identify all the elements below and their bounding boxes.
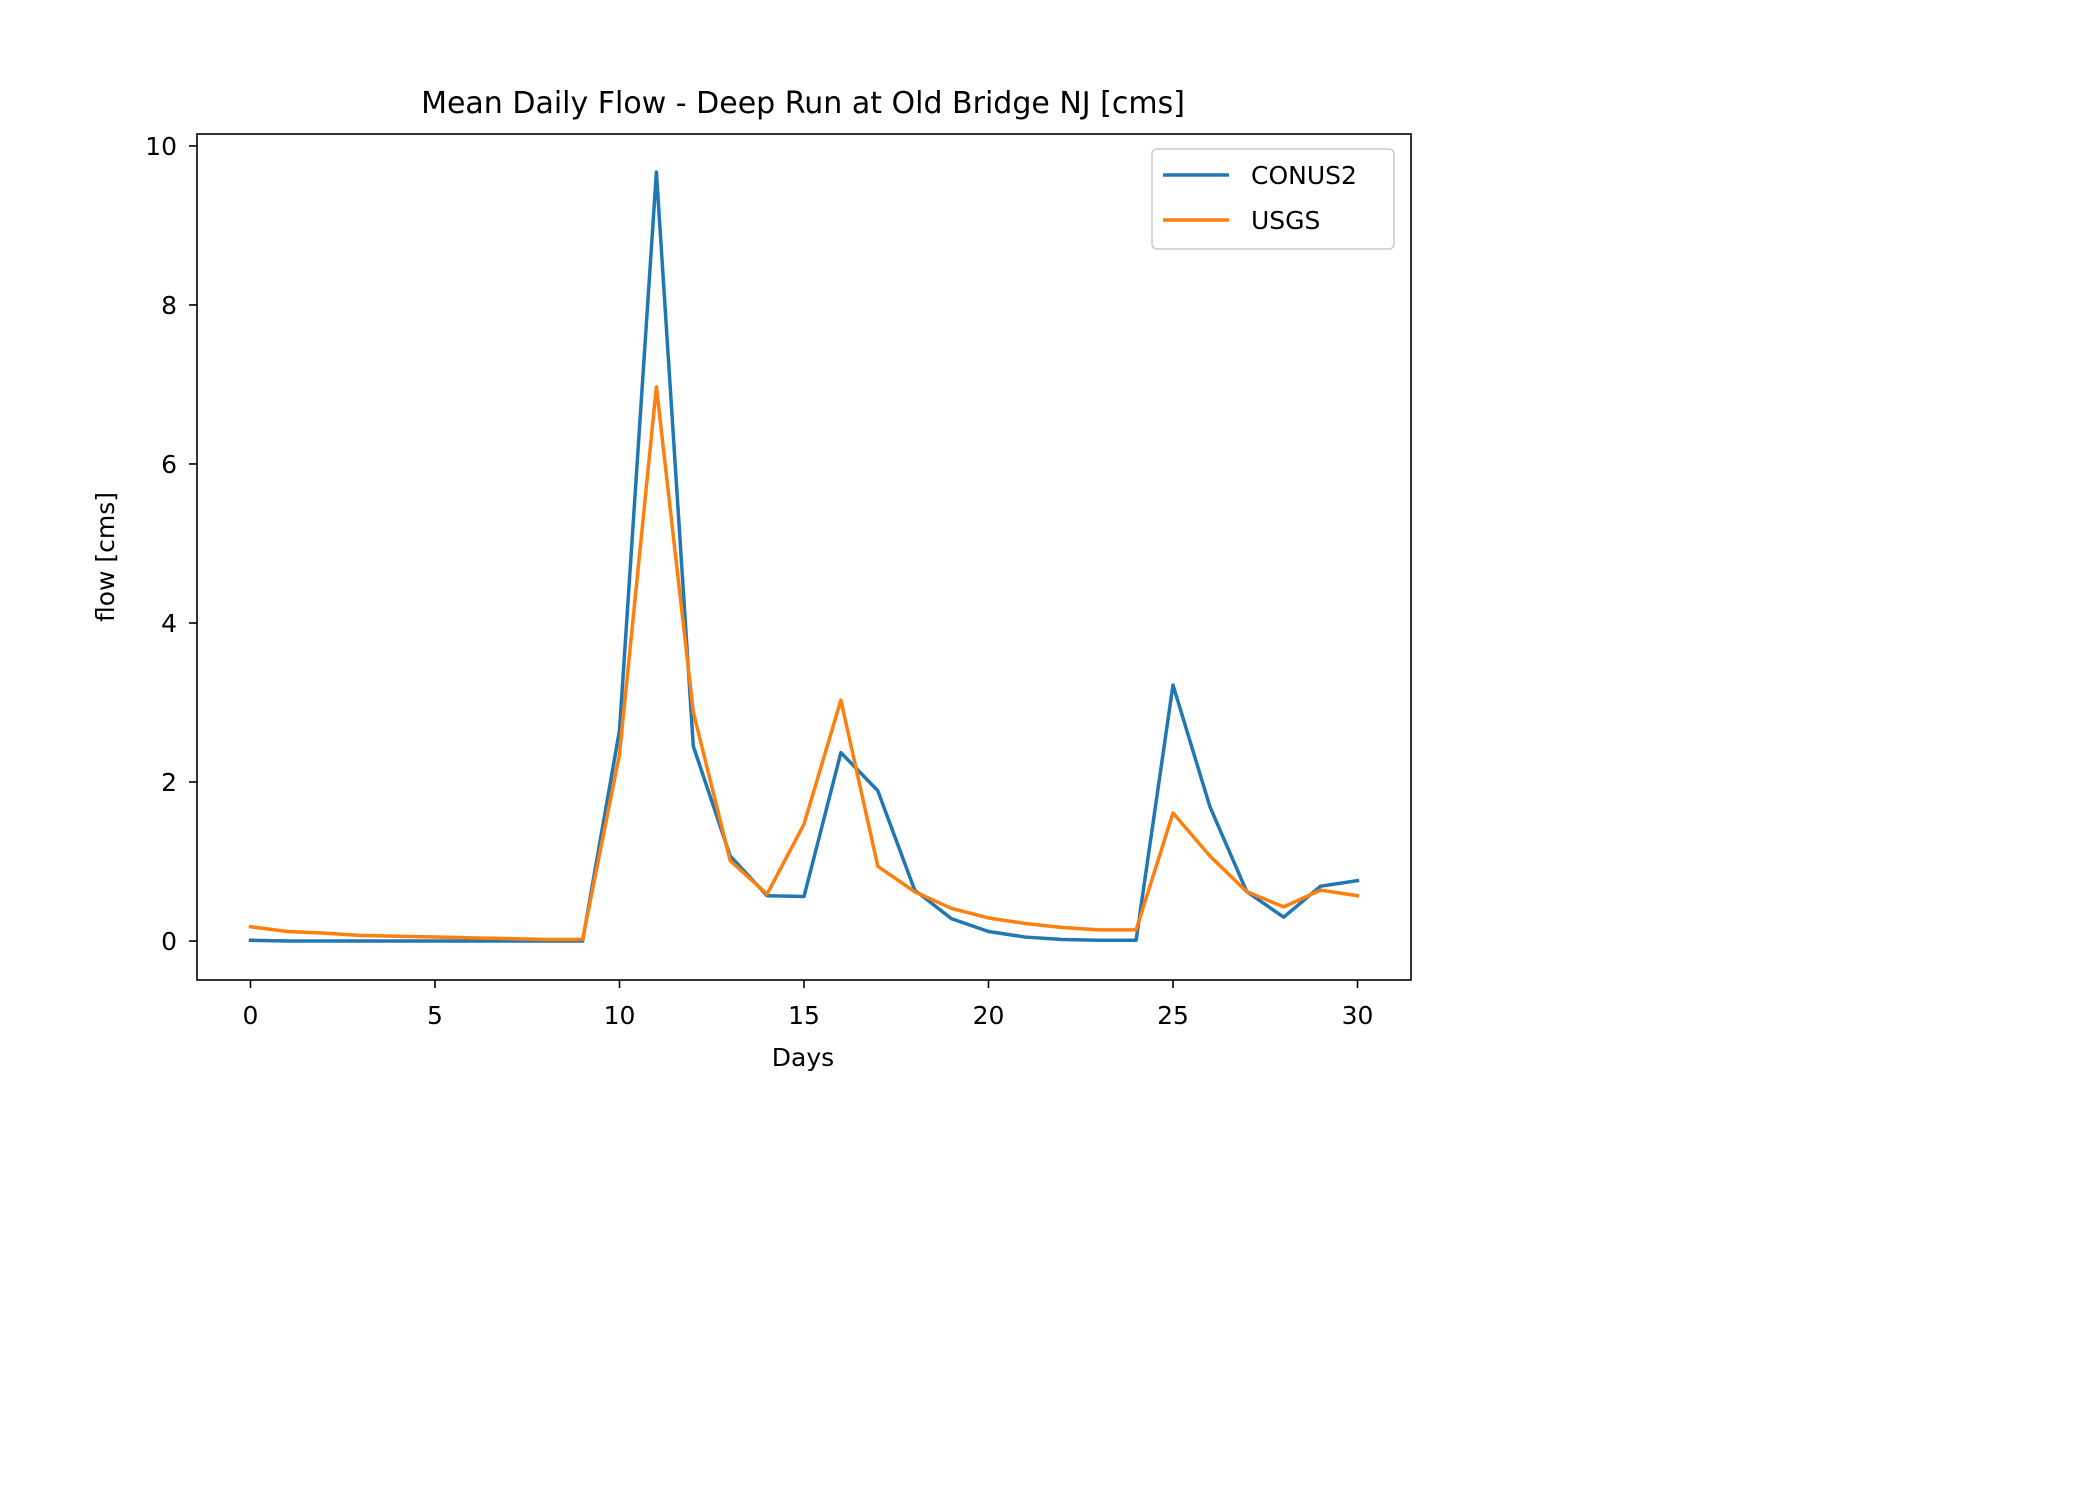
series-line-conus2	[248, 170, 1360, 943]
y-tick-label: 2	[161, 768, 177, 797]
y-tick-label: 8	[161, 291, 177, 320]
chart-title: Mean Daily Flow - Deep Run at Old Bridge…	[421, 86, 1185, 121]
series-layer	[248, 170, 1360, 943]
legend: CONUS2 USGS	[1151, 148, 1395, 250]
y-axis-label: flow [cms]	[91, 492, 120, 622]
series-line-usgs	[248, 385, 1360, 942]
legend-label-conus2: CONUS2	[1251, 161, 1357, 190]
legend-label-usgs: USGS	[1251, 206, 1320, 235]
x-tick-label: 25	[1157, 1001, 1189, 1030]
x-tick-label: 5	[427, 1001, 443, 1030]
x-tick-label: 15	[788, 1001, 820, 1030]
x-tick-label: 10	[604, 1001, 636, 1030]
y-tick-label: 6	[161, 450, 177, 479]
x-axis: 0 5 10 15 20 25 30	[243, 980, 1374, 1030]
y-axis: 0 2 4 6 8 10	[145, 132, 197, 956]
y-tick-label: 4	[161, 609, 177, 638]
x-tick-label: 20	[973, 1001, 1005, 1030]
x-tick-label: 0	[243, 1001, 259, 1030]
line-chart: Mean Daily Flow - Deep Run at Old Bridge…	[91, 86, 1412, 1072]
x-tick-label: 30	[1342, 1001, 1374, 1030]
chart-container: Mean Daily Flow - Deep Run at Old Bridge…	[91, 86, 1412, 1072]
y-tick-label: 0	[161, 927, 177, 956]
x-axis-label: Days	[772, 1043, 834, 1072]
y-tick-label: 10	[145, 132, 177, 161]
